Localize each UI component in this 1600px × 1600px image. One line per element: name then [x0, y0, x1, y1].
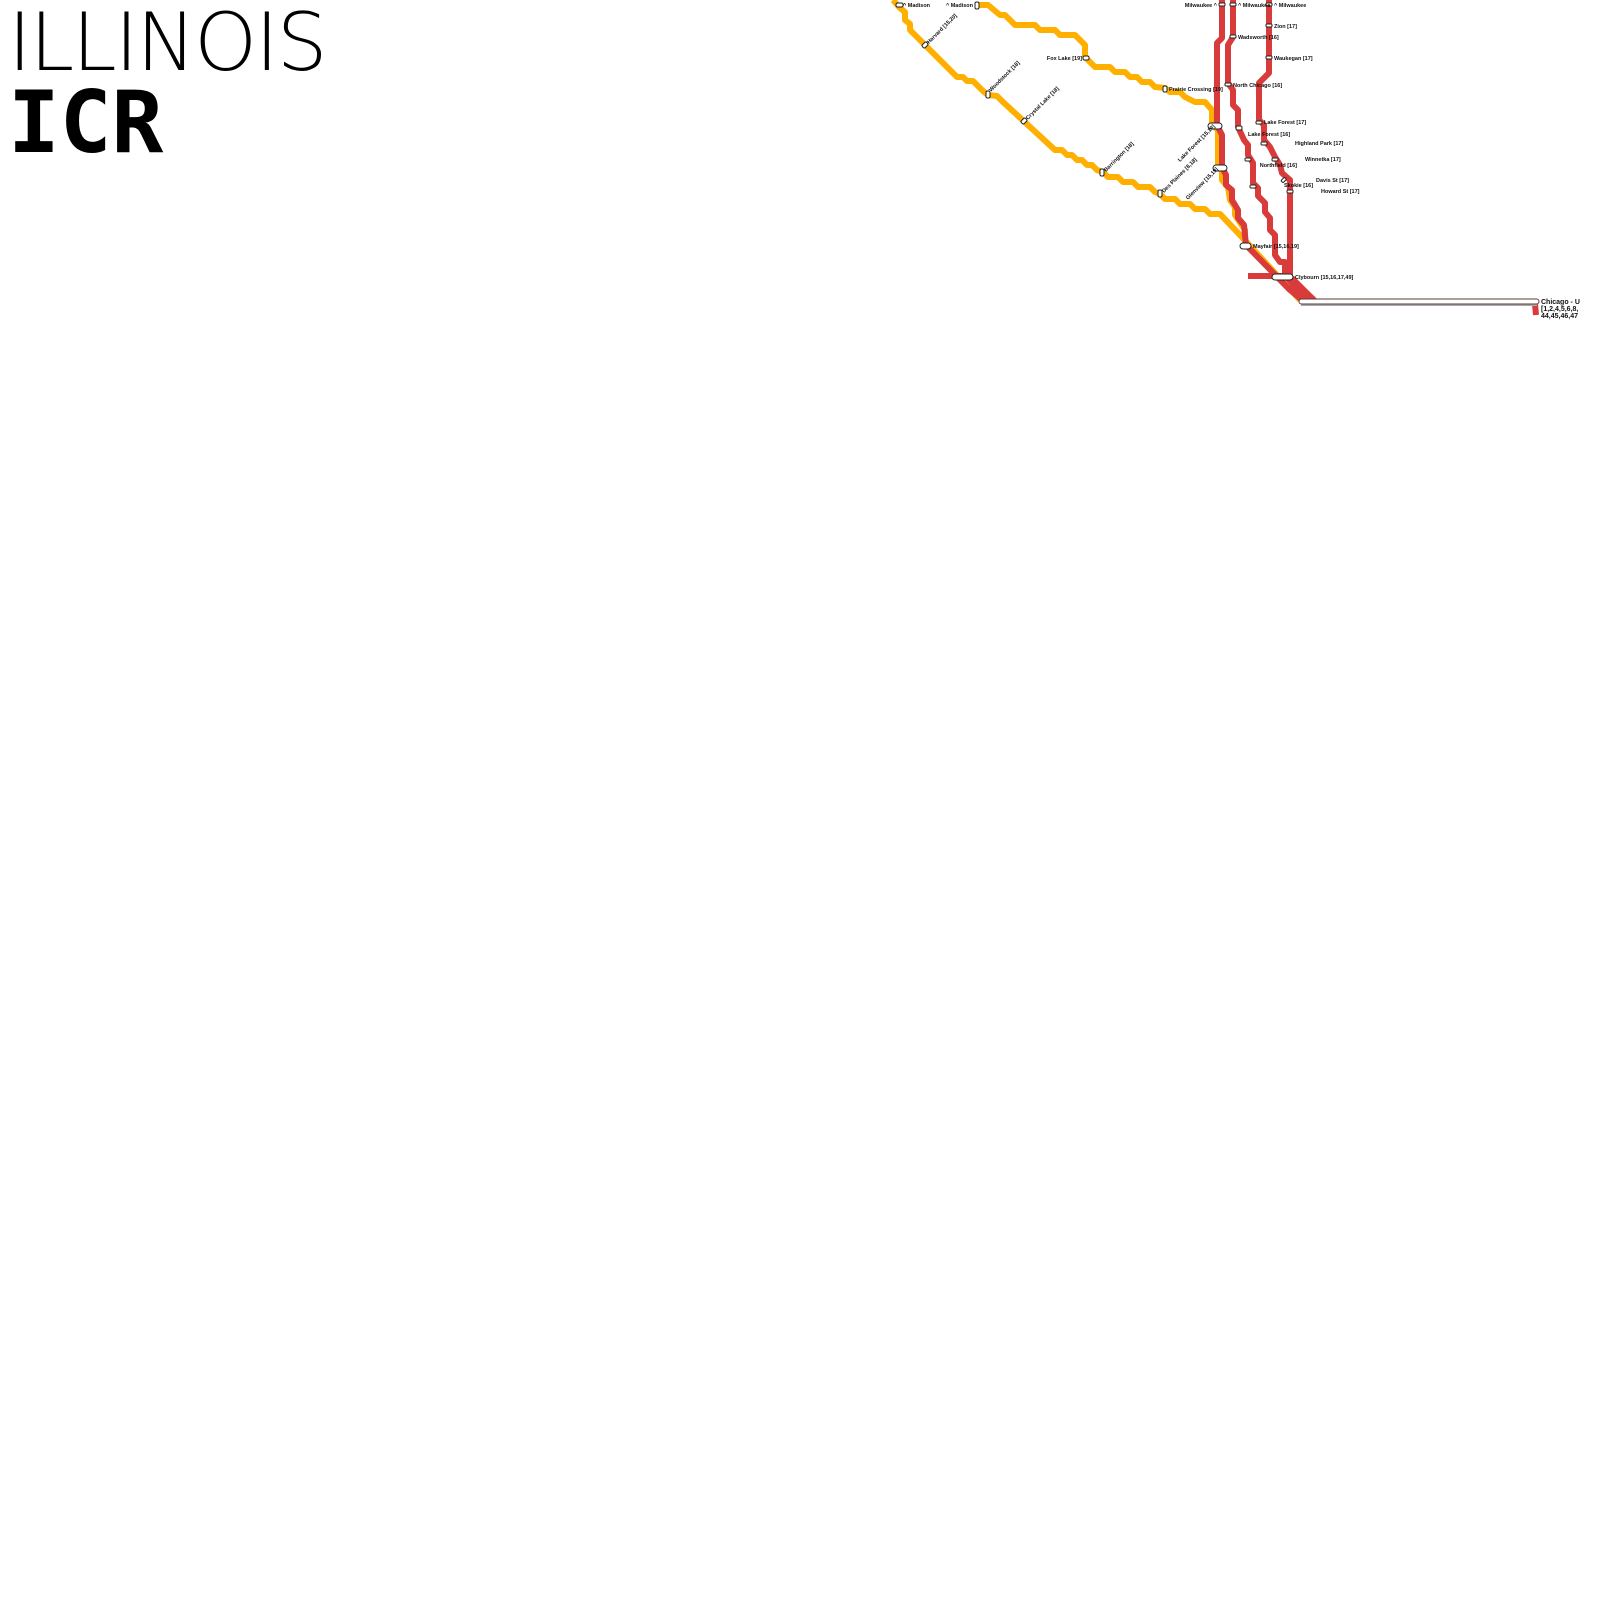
- station-north-chicago[interactable]: [1224, 82, 1232, 87]
- label-glenview: Glenview [15,19]: [1185, 167, 1220, 202]
- map-title: ILLINOIS: [8, 0, 326, 89]
- label-north-chicago: North Chicago [16]: [1233, 83, 1282, 89]
- label-chicago-2: [1,2,4,5,6,8,: [1541, 306, 1578, 313]
- label-northfield: Northfield [16]: [1260, 163, 1297, 169]
- label-milwaukee-c: ^ Milwaukee: [1274, 3, 1306, 9]
- station-des-plaines[interactable]: [1157, 189, 1163, 198]
- label-waukegan: Waukegan [17]: [1274, 56, 1313, 62]
- label-harvard: Harvard [15,20]: [926, 13, 958, 45]
- label-zion: Zion [17]: [1274, 24, 1297, 30]
- red-line-17: [1256, 0, 1317, 303]
- station-chicago-union[interactable]: [1298, 298, 1540, 305]
- station-crystal-lake[interactable]: [1020, 117, 1028, 125]
- label-prairie-crossing: Prairie Crossing [19]: [1169, 87, 1223, 93]
- station-madison-b[interactable]: [974, 1, 980, 10]
- station-prairie-crossing[interactable]: [1162, 85, 1168, 93]
- station-wadsworth[interactable]: [1229, 34, 1237, 39]
- station-skokie[interactable]: [1249, 184, 1257, 189]
- station-milwaukee-a[interactable]: [1218, 2, 1226, 7]
- map-subtitle: ICR: [8, 73, 164, 173]
- station-winnetka[interactable]: [1271, 157, 1279, 162]
- label-howard-st: Howard St [17]: [1321, 189, 1360, 195]
- station-lake-forest-16[interactable]: [1235, 125, 1243, 131]
- label-lake-forest-17: Lake Forest [17]: [1264, 120, 1306, 126]
- station-northfield[interactable]: [1244, 157, 1252, 162]
- station-glenview[interactable]: [1212, 164, 1228, 172]
- station-zion[interactable]: [1265, 23, 1273, 28]
- station-lake-forest-15[interactable]: [1207, 122, 1223, 130]
- label-milwaukee-b: ^ Milwaukee: [1238, 3, 1270, 9]
- station-davis-st[interactable]: [1280, 177, 1287, 183]
- label-madison-b: ^ Madison: [946, 3, 974, 9]
- label-wadsworth: Wadsworth [16]: [1238, 35, 1279, 41]
- station-harvard[interactable]: [921, 41, 929, 49]
- station-fox-lake[interactable]: [1082, 55, 1090, 61]
- station-howard-st[interactable]: [1286, 189, 1294, 194]
- station-woodstock[interactable]: [985, 90, 991, 99]
- station-highland-park[interactable]: [1260, 141, 1268, 146]
- label-highland-park: Highland Park [17]: [1295, 141, 1343, 147]
- station-milwaukee-c[interactable]: [1265, 2, 1273, 7]
- red-line-15: [1214, 0, 1304, 303]
- station-clybourn[interactable]: [1271, 273, 1294, 281]
- station-waukegan[interactable]: [1265, 55, 1273, 60]
- red-trunk: [1282, 276, 1318, 300]
- label-woodstock: Woodstock [18]: [988, 60, 1021, 93]
- label-lake-forest-16: Lake Forest [16]: [1248, 132, 1290, 138]
- label-clybourn: Clybourn [15,16,17,49]: [1295, 275, 1354, 281]
- label-winnetka: Winnetka [17]: [1305, 157, 1341, 163]
- yellow-line-harvard: [890, 0, 1303, 303]
- station-madison-a[interactable]: [895, 2, 904, 8]
- label-madison-a: ^ Madison: [903, 3, 931, 9]
- label-milwaukee-a: Milwaukee ^: [1185, 3, 1218, 9]
- label-skokie: Skokie [16]: [1284, 183, 1313, 189]
- label-crystal-lake: Crystal Lake [18]: [1025, 86, 1060, 121]
- label-fox-lake: Fox Lake [19]: [1047, 56, 1082, 62]
- label-mayfair: Mayfair [15,16,19]: [1253, 244, 1299, 250]
- label-chicago-1: Chicago - U: [1541, 299, 1580, 306]
- label-lake-forest-15: Lake Forest [15,19]: [1177, 124, 1217, 164]
- yellow-line-fox-lake: [978, 2, 1248, 245]
- label-chicago-3: 44,45,46,47: [1541, 313, 1578, 320]
- station-lake-forest-17[interactable]: [1255, 120, 1263, 125]
- label-barrington: Barrington [18]: [1103, 141, 1135, 173]
- station-milwaukee-b[interactable]: [1229, 2, 1237, 7]
- label-davis-st: Davis St [17]: [1316, 178, 1349, 184]
- station-barrington[interactable]: [1099, 168, 1105, 177]
- station-mayfair[interactable]: [1239, 242, 1252, 250]
- red-line-16: [1225, 0, 1288, 275]
